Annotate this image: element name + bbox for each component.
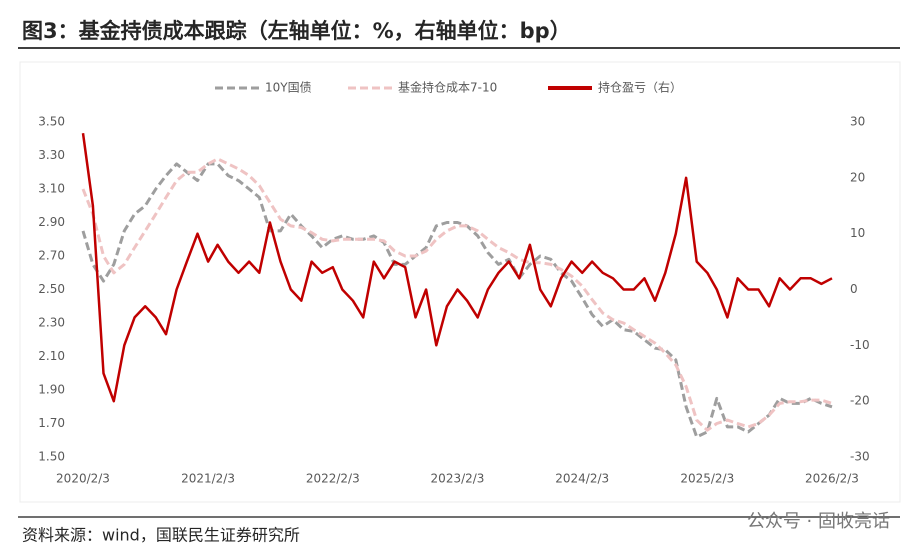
x-tick-label: 2021/2/3 — [181, 472, 235, 486]
series-line — [81, 162, 833, 439]
y-tick-label: 1.70 — [38, 416, 65, 430]
series-line — [81, 133, 833, 403]
x-tick-label: 2020/2/3 — [56, 472, 110, 486]
x-tick-label: 2024/2/3 — [555, 472, 609, 486]
y2-tick-label: -20 — [850, 394, 870, 408]
legend-label: 基金持仓成本7-10 — [398, 80, 497, 95]
y-tick-label: 1.50 — [38, 450, 65, 464]
chart-panel — [19, 61, 901, 503]
y-tick-label: 2.70 — [38, 249, 65, 263]
series-line — [81, 157, 833, 432]
legend-label: 10Y国债 — [265, 81, 312, 95]
x-tick-label: 2023/2/3 — [431, 472, 485, 486]
y-tick-label: 1.90 — [38, 383, 65, 397]
legend-label: 持仓盈亏（右） — [598, 80, 682, 95]
source-note: 资料来源：wind，国联民生证券研究所 — [22, 526, 300, 545]
y-tick-label: 2.10 — [38, 349, 65, 363]
y2-tick-label: 10 — [850, 226, 865, 240]
y2-tick-label: -30 — [850, 450, 870, 464]
y-tick-label: 3.30 — [38, 148, 65, 162]
y-tick-label: 2.50 — [38, 282, 65, 296]
y-tick-label: 2.30 — [38, 316, 65, 330]
x-tick-label: 2025/2/3 — [680, 472, 734, 486]
watermark: 公众号 · 固收亮话 — [747, 511, 890, 532]
page-title: 图3：基金持债成本跟踪（左轴单位：%，右轴单位：bp） — [22, 19, 571, 43]
y-tick-label: 3.10 — [38, 182, 65, 196]
y2-tick-label: 30 — [850, 115, 865, 129]
y2-tick-label: -10 — [850, 338, 870, 352]
x-tick-label: 2026/2/3 — [805, 472, 859, 486]
y2-tick-label: 20 — [850, 170, 865, 184]
y-tick-label: 3.50 — [38, 115, 65, 129]
y-tick-label: 2.90 — [38, 215, 65, 229]
x-tick-label: 2022/2/3 — [306, 472, 360, 486]
y2-tick-label: 0 — [850, 282, 858, 296]
